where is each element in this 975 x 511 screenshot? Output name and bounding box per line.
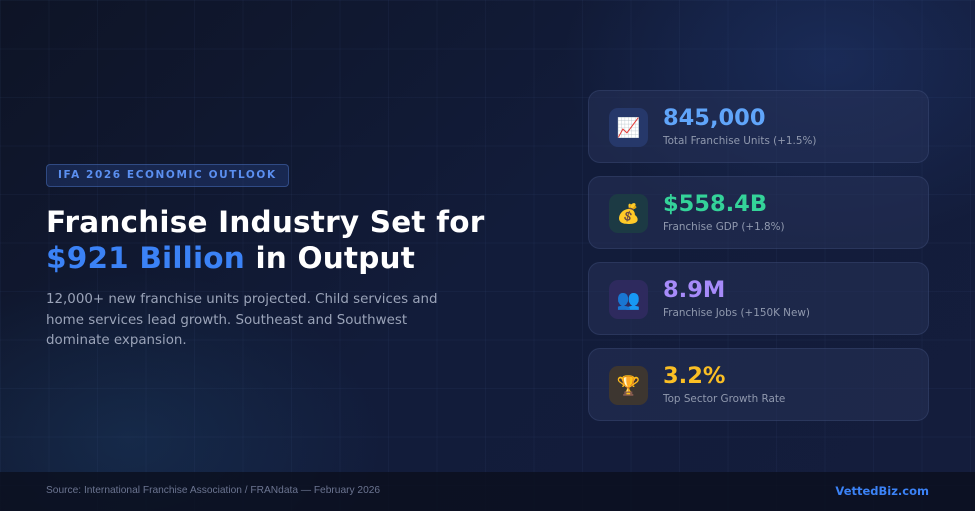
stat-value: 3.2% xyxy=(663,363,726,389)
page-title: Franchise Industry Set for $921 Billion … xyxy=(46,204,516,276)
hero-description: 12,000+ new franchise units projected. C… xyxy=(46,292,438,348)
people-icon: 👥 xyxy=(609,280,648,319)
stat-label: Franchise GDP (+1.8%) xyxy=(663,221,785,233)
stats-list: 📈 845,000 Total Franchise Units (+1.5%) … xyxy=(588,90,929,434)
money-bag-icon: 💰 xyxy=(609,194,648,233)
headline-line1: Franchise Industry Set for xyxy=(46,205,485,239)
hero-section: IFA 2026 ECONOMIC OUTLOOK Franchise Indu… xyxy=(46,163,516,352)
stat-card-jobs: 👥 8.9M Franchise Jobs (+150K New) xyxy=(588,262,929,335)
outlook-badge: IFA 2026 ECONOMIC OUTLOOK xyxy=(46,164,289,187)
source-credit: Source: International Franchise Associat… xyxy=(46,485,381,496)
stat-label: Total Franchise Units (+1.5%) xyxy=(663,135,817,147)
chart-increasing-icon: 📈 xyxy=(609,108,648,147)
brand-link[interactable]: VettedBiz.com xyxy=(835,484,929,498)
stat-label: Top Sector Growth Rate xyxy=(663,393,786,405)
headline-accent: $921 Billion xyxy=(46,241,245,275)
stat-card-units: 📈 845,000 Total Franchise Units (+1.5%) xyxy=(588,90,929,163)
trophy-icon: 🏆 xyxy=(609,366,648,405)
footer: Source: International Franchise Associat… xyxy=(0,472,975,511)
stat-value: 845,000 xyxy=(663,105,766,131)
stat-value: 8.9M xyxy=(663,277,726,303)
stat-card-growth: 🏆 3.2% Top Sector Growth Rate xyxy=(588,348,929,421)
stat-label: Franchise Jobs (+150K New) xyxy=(663,307,810,319)
stat-card-gdp: 💰 $558.4B Franchise GDP (+1.8%) xyxy=(588,176,929,249)
headline-rest: in Output xyxy=(244,241,416,275)
stat-value: $558.4B xyxy=(663,191,767,217)
